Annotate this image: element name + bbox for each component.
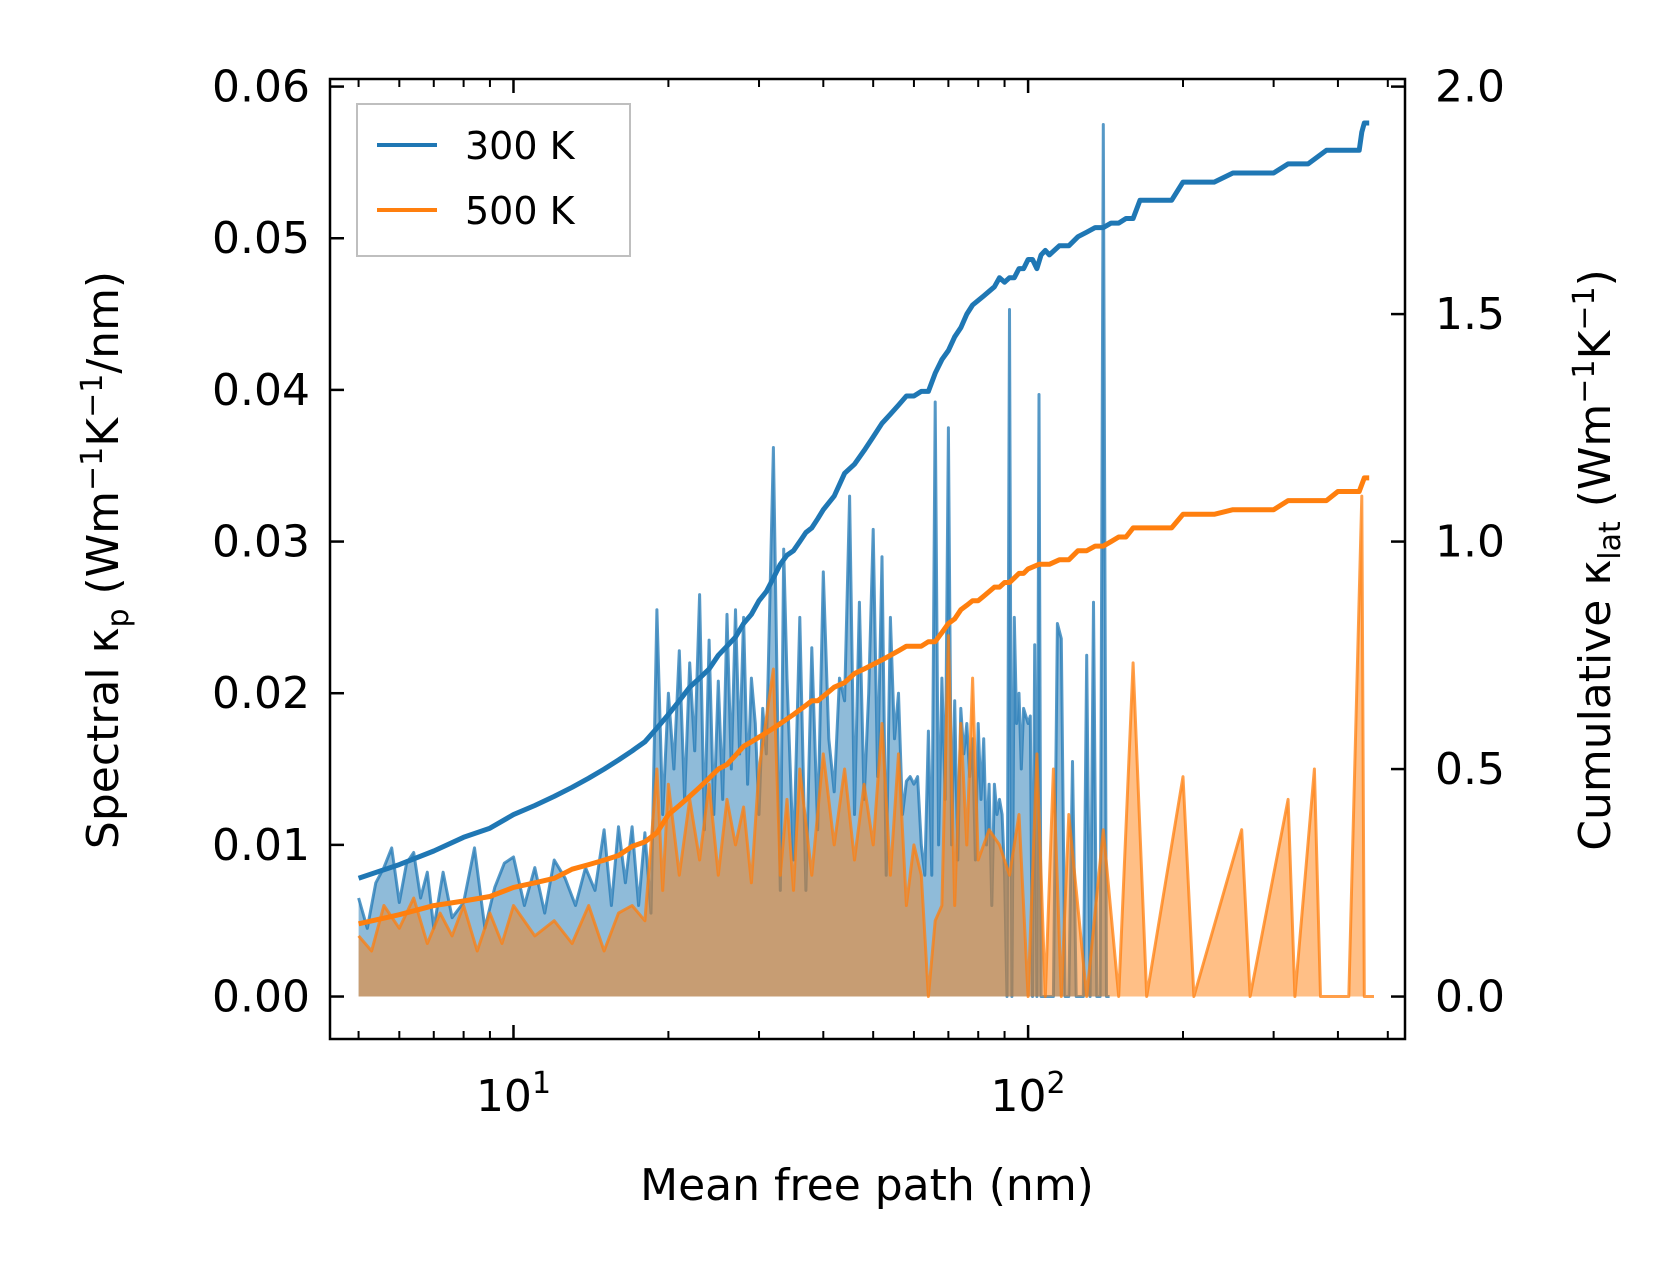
right-y-tick-label: 1.0 (1435, 517, 1505, 568)
left-y-tick-label: 0.00 (212, 972, 310, 1023)
right-y-title-tail: ) (1570, 269, 1621, 286)
right-y-title-rest: (Wm (1570, 404, 1621, 522)
right-y-tick-label: 0.5 (1435, 744, 1505, 795)
axes-frame (328, 77, 1407, 1041)
right-y-tick-label: 2.0 (1435, 62, 1505, 113)
line-layer (357, 120, 1370, 927)
left-y-tick-label: 0.06 (212, 62, 310, 113)
left-y-title-rest: (Wm (78, 491, 129, 609)
left-y-title-sup2: −1 (75, 374, 110, 418)
left-y-tick-label: 0.05 (212, 213, 310, 264)
left-y-tick-label: 0.03 (212, 517, 310, 568)
left-y-axis-title: Spectral κp (Wm−1K−1/nm) (75, 271, 136, 849)
cumulative-300k-line (357, 120, 1370, 881)
cumulative-500k-line (358, 475, 1370, 927)
right-y-title-k: K (1570, 329, 1621, 359)
left-y-tick-label: 0.01 (212, 820, 310, 871)
right-y-axis-title: Cumulative κlat (Wm−1K−1) (1567, 269, 1628, 851)
spectral-fill-layer (357, 123, 1375, 998)
x-tick-label: 101 (476, 1066, 551, 1122)
left-y-title-main: Spectral κ (78, 628, 129, 850)
spectral-300k-line (357, 123, 1110, 998)
spectral-500k-fill (358, 496, 1375, 997)
axes-layer: 0.00 0.01 0.02 0.03 0.04 0.05 0.06 0.0 0.5 1.0 1.5… (212, 62, 1505, 1122)
right-y-title-sup2: −1 (1567, 286, 1602, 330)
x-tick-label: 102 (991, 1066, 1066, 1122)
left-y-title-sub: p (101, 608, 136, 627)
legend: 300 K 500 K (356, 103, 631, 257)
legend-300k-label: 300 K (465, 124, 576, 168)
right-y-title-sub: lat (1593, 521, 1628, 560)
right-y-title-sup1: −1 (1567, 359, 1602, 403)
right-y-tick-label: 0.0 (1435, 972, 1505, 1023)
right-y-title-main: Cumulative κ (1570, 560, 1621, 851)
left-y-title-k: K (78, 417, 129, 447)
right-y-tick-label: 1.5 (1435, 289, 1505, 340)
legend-500k-label: 500 K (465, 189, 576, 233)
left-y-title-tail: /nm) (78, 271, 129, 374)
x-axis-title: Mean free path (nm) (640, 1160, 1094, 1211)
left-y-tick-label: 0.02 (212, 668, 310, 719)
legend-box (356, 103, 631, 257)
spectral-500k-line (357, 494, 1374, 998)
left-y-tick-label: 0.04 (212, 365, 310, 416)
left-y-title-sup1: −1 (75, 447, 110, 491)
